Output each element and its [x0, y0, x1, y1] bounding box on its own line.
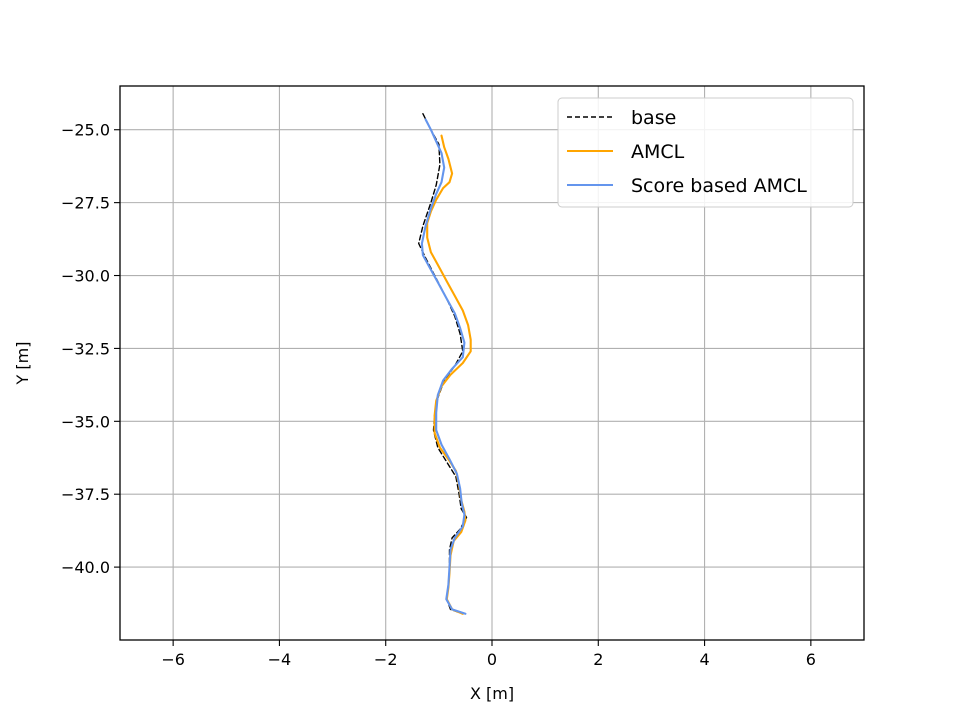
y-tick-label: −27.5	[61, 194, 110, 213]
tick-labels: −6 −4 −2 0 2 4 6 −25.0 −27.5 −30.0 −32.5 −35.0 −37.5…	[61, 121, 816, 669]
plot-frame	[119, 85, 865, 641]
y-tick-label: −37.5	[61, 485, 110, 504]
legend-label-amcl: AMCL	[631, 141, 685, 163]
y-tick-label: −30.0	[61, 267, 110, 286]
x-tick-label: −4	[268, 650, 292, 669]
x-tick-label: 4	[699, 650, 709, 669]
x-tick-label: −2	[374, 650, 398, 669]
legend-label-score-based-amcl: Score based AMCL	[631, 175, 807, 197]
legend-label-base: base	[631, 107, 676, 129]
series-line-score-based-amcl	[420, 118, 467, 615]
x-tick-label: 6	[806, 650, 816, 669]
y-tick-label: −25.0	[61, 121, 110, 140]
y-axis-label: Y [m]	[13, 342, 32, 386]
y-tick-label: −35.0	[61, 412, 110, 431]
y-tick-label: −40.0	[61, 558, 110, 577]
series-layer	[418, 112, 472, 615]
y-tick-label: −32.5	[61, 339, 110, 358]
x-axis-label: X [m]	[470, 684, 514, 703]
x-tick-label: 0	[487, 650, 497, 669]
x-tick-label: −6	[161, 650, 185, 669]
legend: base AMCL Score based AMCL	[557, 97, 854, 208]
ticks	[114, 129, 812, 646]
series-line-amcl	[426, 134, 472, 615]
legend-box	[557, 97, 854, 208]
x-tick-label: 2	[593, 650, 603, 669]
